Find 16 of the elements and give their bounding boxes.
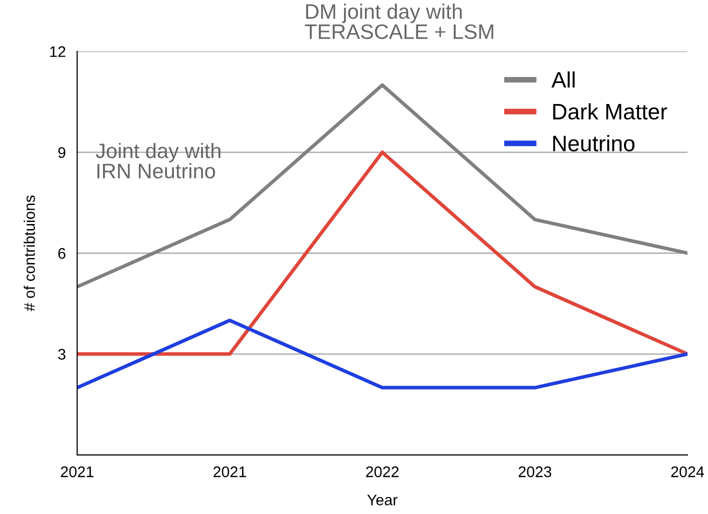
legend-label: Neutrino <box>553 135 634 152</box>
y-tick-label: 12 <box>50 46 66 57</box>
x-tick-label: 2023 <box>518 466 552 478</box>
x-tick-label: 2024 <box>671 466 704 478</box>
y-tick-label: 3 <box>58 348 66 360</box>
legend-label: Dark Matter <box>553 103 668 120</box>
x-axis-title: Year <box>367 494 398 506</box>
y-tick-label: 9 <box>58 147 66 158</box>
text: DM joint day with TERASCALE + LSM <box>304 4 494 40</box>
x-tick-label: 2021 <box>60 466 94 478</box>
x-tick-label: 2021 <box>214 466 246 478</box>
x-tick-label: 2022 <box>366 466 399 478</box>
legend-label: All <box>551 71 575 88</box>
y-axis-title: # of contribtuions <box>24 196 35 312</box>
annotation: Joint day with IRN Neutrino <box>96 142 220 178</box>
y-tick-label: 6 <box>58 248 66 259</box>
